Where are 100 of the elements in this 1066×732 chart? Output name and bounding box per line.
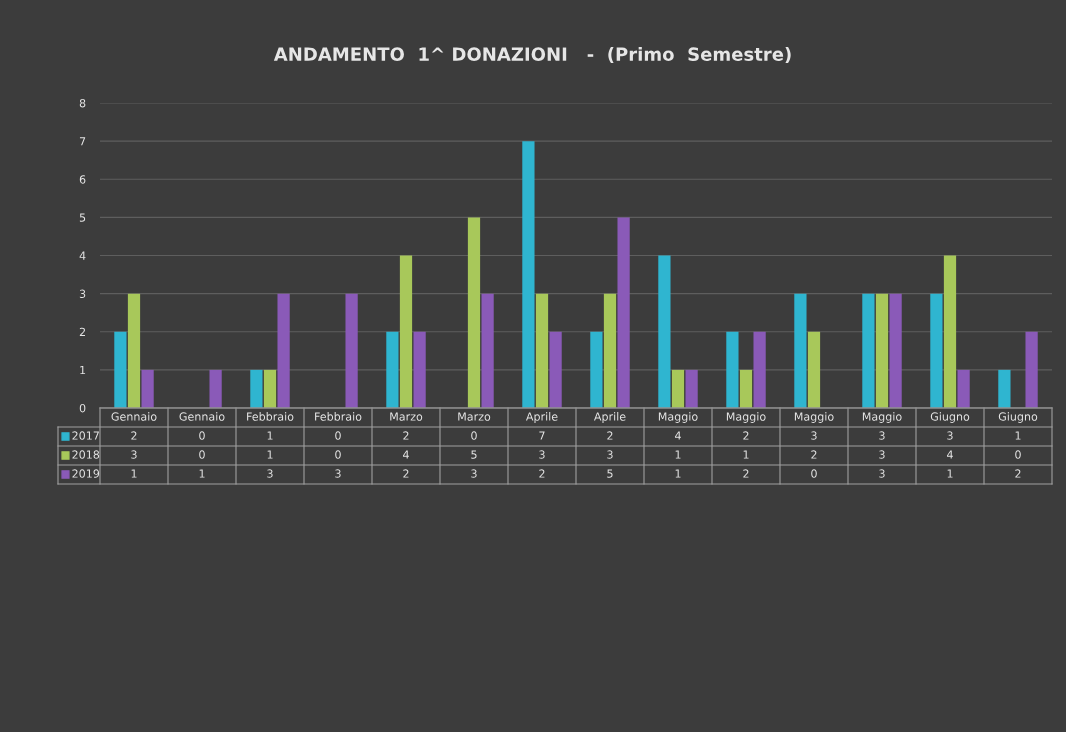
data-label: 1 <box>131 469 137 478</box>
data-label: 1 <box>199 469 205 478</box>
x-tick-label: Giugno <box>998 412 1038 423</box>
x-tick-label: Maggio <box>658 412 698 423</box>
data-label: 1 <box>1015 431 1021 440</box>
y-tick-label: 8 <box>79 98 86 108</box>
bar <box>141 369 154 408</box>
data-label: 3 <box>811 431 817 440</box>
data-label: 0 <box>199 450 205 459</box>
chart-title: ANDAMENTO 1^ DONAZIONI - (Primo Semestre) <box>273 47 791 64</box>
x-tick-label: Gennaio <box>179 412 225 421</box>
y-tick-label: 4 <box>79 251 86 260</box>
bar <box>413 331 426 408</box>
data-label: 3 <box>947 431 953 440</box>
x-tick-label: Maggio <box>794 412 834 423</box>
bar <box>862 293 875 408</box>
bar <box>345 293 358 408</box>
data-label: 1 <box>675 450 681 459</box>
data-label: 3 <box>879 469 885 478</box>
bar <box>481 293 494 408</box>
bar <box>535 293 549 408</box>
data-label: 3 <box>131 450 137 459</box>
data-label: 0 <box>199 431 205 440</box>
data-label: 3 <box>879 431 885 440</box>
data-label: 3 <box>539 450 545 459</box>
data-label: 3 <box>607 450 613 459</box>
data-label: 1 <box>267 450 273 459</box>
x-tick-label: Marzo <box>390 412 423 421</box>
bar <box>386 331 399 408</box>
data-label: 0 <box>811 469 817 478</box>
bar <box>250 369 263 408</box>
data-label: 0 <box>471 431 477 440</box>
data-label: 2 <box>743 469 749 478</box>
bar <box>603 293 617 408</box>
bar <box>957 369 970 408</box>
y-tick-label: 3 <box>79 289 86 298</box>
bar <box>889 293 902 408</box>
bar <box>943 255 957 408</box>
bar <box>263 369 277 408</box>
y-tick-label: 2 <box>79 327 85 336</box>
bar <box>930 293 943 408</box>
data-label: 0 <box>335 431 341 440</box>
y-tick-label: 1 <box>80 366 86 375</box>
data-label: 0 <box>335 450 341 459</box>
data-label: 3 <box>267 469 273 478</box>
x-tick-label: Aprile <box>593 412 626 423</box>
data-label: 7 <box>539 431 545 440</box>
bar <box>1025 331 1038 408</box>
bar <box>467 217 481 408</box>
data-label: 4 <box>947 450 953 459</box>
bar <box>617 217 630 408</box>
data-label: 1 <box>743 450 749 459</box>
bar <box>726 331 739 408</box>
bar <box>277 293 290 408</box>
x-tick-label: Giugno <box>930 412 970 423</box>
data-label: 1 <box>947 469 953 478</box>
data-label: 1 <box>675 469 681 478</box>
bar <box>114 331 127 408</box>
data-label: 5 <box>607 469 613 478</box>
x-tick-label: Maggio <box>862 412 902 423</box>
bar <box>209 369 222 408</box>
data-label: 2 <box>1015 469 1021 478</box>
x-tick-label: Maggio <box>726 412 766 423</box>
bar <box>685 369 698 408</box>
bar <box>549 331 562 408</box>
y-tick-label: 5 <box>79 213 86 222</box>
bar <box>753 331 766 408</box>
bar <box>590 331 603 408</box>
x-tick-label: Febbraio <box>315 412 362 421</box>
data-label: 2 <box>811 450 817 459</box>
bar <box>671 369 685 408</box>
data-label: 0 <box>1015 450 1021 459</box>
data-label: 4 <box>675 431 681 440</box>
bar <box>522 141 535 408</box>
data-label: 2 <box>131 431 137 440</box>
data-label: 5 <box>471 450 477 459</box>
x-tick-label: Febbraio <box>247 412 294 421</box>
legend-label: 2018 <box>72 450 100 459</box>
y-tick-label: 0 <box>79 403 86 413</box>
x-tick-label: Marzo <box>458 412 491 421</box>
x-tick-label: Gennaio <box>111 412 157 421</box>
data-label: 2 <box>539 469 545 478</box>
y-tick-label: 7 <box>79 137 86 146</box>
bar <box>399 255 413 408</box>
bar <box>875 293 889 408</box>
bar <box>807 331 821 408</box>
data-label: 4 <box>403 450 409 459</box>
bar <box>658 255 671 408</box>
bar <box>739 369 753 408</box>
legend-label: 2017 <box>72 431 99 440</box>
data-label: 2 <box>403 469 409 478</box>
x-tick-label: Aprile <box>525 412 558 423</box>
data-label: 2 <box>607 431 613 440</box>
data-label: 3 <box>879 450 885 459</box>
legend-label: 2019 <box>72 469 100 478</box>
bar <box>127 293 141 408</box>
data-label: 3 <box>471 469 477 478</box>
bar <box>794 293 807 408</box>
data-label: 2 <box>403 431 409 440</box>
data-label: 2 <box>743 431 749 440</box>
